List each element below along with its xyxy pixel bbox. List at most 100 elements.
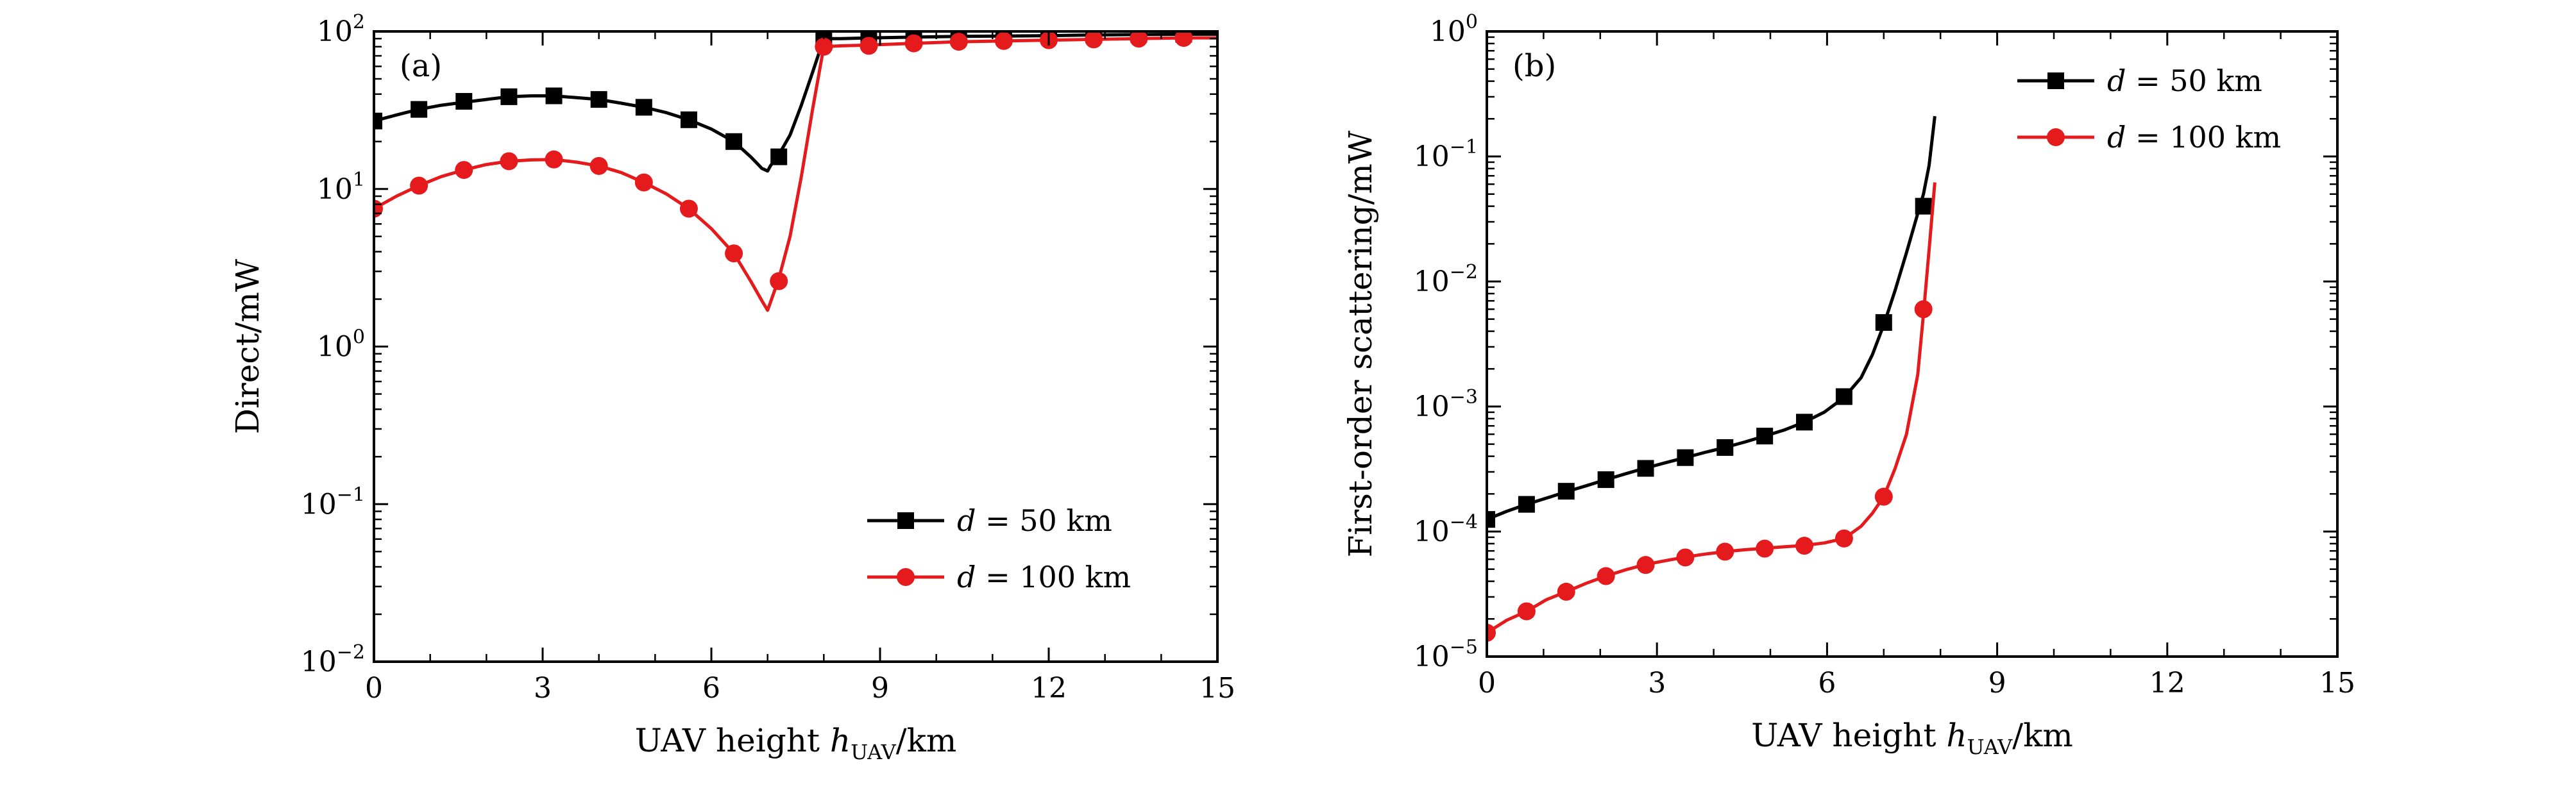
series-point: [500, 152, 518, 171]
y-tick-label: 101: [317, 169, 365, 206]
series-point: [1557, 582, 1575, 601]
y-tick-label: 100: [1430, 11, 1478, 48]
y-axis-label: First-order scattering/mW: [1342, 130, 1379, 557]
series-d100: [1487, 182, 1936, 642]
series-point: [1875, 314, 1892, 331]
series-point: [1915, 197, 1932, 215]
series-point: [589, 156, 608, 175]
legend: d = 50 km d = 100 km: [2017, 63, 2281, 155]
plot-frame: [1486, 30, 2339, 658]
series-point: [455, 161, 473, 180]
series-point: [1796, 414, 1813, 431]
series-point: [1716, 439, 1734, 456]
legend-marker: [2047, 128, 2065, 146]
series-point: [500, 88, 518, 105]
series-point: [1835, 529, 1853, 548]
x-tick-label: 3: [534, 672, 552, 705]
series-point: [725, 133, 743, 150]
y-tick-label: 100: [317, 326, 365, 364]
legend-label: d = 100 km: [2107, 120, 2281, 155]
legend-label: d = 50 km: [957, 503, 1112, 538]
series-point: [1637, 460, 1654, 477]
series-point: [1636, 556, 1655, 574]
series-line: [374, 32, 1217, 173]
series-point: [1795, 537, 1814, 555]
x-tick-label: 12: [1031, 672, 1067, 705]
series-line: [374, 36, 1217, 312]
series-point: [770, 148, 788, 165]
y-tick-label: 10−2: [1414, 261, 1478, 298]
legend: d = 50 km d = 100 km: [867, 503, 1131, 594]
series-point: [1130, 31, 1148, 48]
x-axis-label: UAV height hUAV/km: [635, 722, 957, 764]
series-point: [545, 87, 563, 105]
legend-marker: [897, 568, 915, 586]
series-d50: [1487, 115, 1936, 528]
y-tick-label: 10−1: [301, 483, 365, 521]
y-tick-label: 10−5: [1414, 636, 1478, 673]
series-point: [1676, 548, 1695, 567]
series-line: [1487, 182, 1936, 635]
series-point: [1597, 567, 1615, 585]
series-point: [634, 173, 653, 192]
series-point: [725, 244, 743, 263]
x-tick-label: 0: [365, 672, 383, 705]
x-tick-label: 12: [2149, 667, 2185, 700]
series-point: [680, 111, 697, 128]
series-point: [455, 93, 473, 110]
series-point: [1487, 623, 1496, 642]
series-d100: [374, 31, 1217, 312]
legend-entry: d = 100 km: [2017, 120, 2281, 155]
series-point: [1085, 31, 1103, 49]
series-point: [1517, 602, 1536, 621]
y-tick-label: 102: [317, 11, 365, 48]
series-point: [904, 34, 923, 53]
legend-label: d = 100 km: [957, 560, 1131, 594]
x-tick-label: 6: [1818, 667, 1836, 700]
series-point: [1597, 471, 1614, 489]
y-tick-label: 10−2: [301, 641, 365, 678]
series-point: [1677, 449, 1694, 466]
y-tick-label: 10−1: [1414, 136, 1478, 173]
x-tick-label: 9: [871, 672, 889, 705]
series-point: [1756, 539, 1774, 558]
panel-label: (a): [400, 48, 442, 84]
x-tick-label: 3: [1648, 667, 1666, 700]
series-point: [411, 101, 428, 118]
series-point: [590, 91, 607, 108]
panel-b-first-order-scattering: 0 3 6 9 12 15 10−5 10−4 10−3 10−2 10−1 100 UAV heigh…: [1342, 11, 2355, 759]
legend-entry: d = 100 km: [867, 560, 1131, 594]
series-point: [1756, 428, 1774, 445]
series-point: [679, 199, 698, 218]
series-d50: [374, 31, 1217, 173]
series-point: [1518, 496, 1535, 513]
legend-entry: d = 50 km: [2017, 63, 2262, 98]
series-point: [1174, 31, 1193, 47]
series-point: [815, 37, 833, 56]
panel-label: (b): [1513, 48, 1556, 84]
x-tick-label: 15: [1199, 672, 1235, 705]
series-point: [410, 176, 428, 195]
y-axis-label: Direct/mW: [229, 258, 266, 434]
x-tick-label: 0: [1478, 667, 1496, 700]
series-point: [1835, 388, 1852, 405]
legend-entry: d = 50 km: [867, 503, 1112, 538]
series-point: [545, 150, 563, 169]
series-point: [635, 99, 652, 116]
y-tick-label: 10−4: [1414, 511, 1478, 548]
legend-marker: [2047, 72, 2064, 89]
series-point: [1557, 483, 1575, 500]
panel-a-direct: 0 3 6 9 12 15 10−2 10−1 100 101 102 UAV height hUAV…: [229, 11, 1235, 764]
legend-marker: [897, 512, 914, 529]
series-point: [1487, 511, 1495, 528]
series-line: [1487, 115, 1936, 521]
series-point: [860, 37, 878, 55]
series-point: [374, 112, 382, 130]
series-point: [994, 31, 1013, 50]
legend-label: d = 50 km: [2107, 63, 2262, 98]
series-point: [1874, 487, 1893, 506]
x-tick-label: 9: [1988, 667, 2006, 700]
series-point: [949, 33, 968, 51]
x-axis-label: UAV height hUAV/km: [1751, 717, 2073, 759]
